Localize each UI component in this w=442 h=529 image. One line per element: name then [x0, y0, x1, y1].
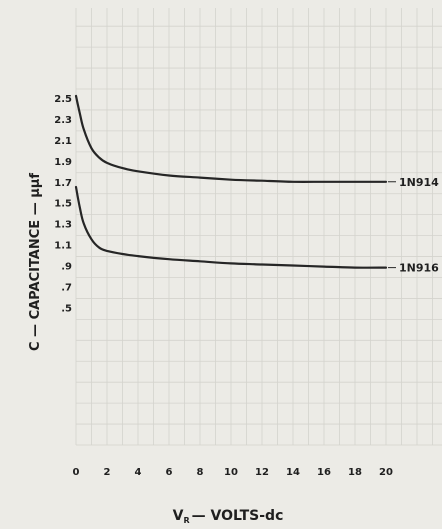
x-tick-label: 2 — [104, 467, 111, 478]
y-tick-label: 1.1 — [54, 241, 72, 252]
x-tick-label: 4 — [135, 467, 142, 478]
series-label-1n916: 1N916 — [399, 262, 439, 275]
x-tick-label: 6 — [166, 467, 173, 478]
series-line-1n914 — [74, 94, 388, 183]
y-tick-label: 1.7 — [54, 178, 72, 189]
x-axis-title: VR — VOLTS-dc — [173, 508, 284, 525]
y-tick-label: 1.3 — [54, 220, 72, 231]
plot-grid — [75, 8, 442, 446]
y-tick-label: 1.9 — [54, 157, 72, 168]
x-tick-label: 0 — [73, 467, 80, 478]
y-tick-label: .5 — [61, 303, 72, 314]
series-labels: 1N914 1N916 — [388, 176, 439, 275]
series-curves — [74, 94, 388, 269]
x-axis-title-symbol: V — [173, 508, 184, 524]
x-tick-labels: 0 2 4 6 8 10 12 14 16 18 20 — [73, 467, 393, 478]
x-axis-title-subscript: R — [183, 516, 189, 525]
series-label-1n914: 1N914 — [399, 176, 439, 189]
x-tick-label: 18 — [348, 467, 362, 478]
y-tick-label: .7 — [61, 282, 72, 293]
x-tick-label: 10 — [224, 467, 238, 478]
y-tick-label: 2.3 — [54, 115, 72, 126]
series-line-1n916 — [74, 185, 388, 269]
y-tick-label: 2.5 — [54, 94, 72, 105]
x-tick-label: 8 — [197, 467, 204, 478]
x-tick-label: 16 — [317, 467, 331, 478]
y-tick-labels: .5 .7 .9 1.1 1.3 1.5 1.7 1.9 2.1 2.3 2.5 — [54, 94, 72, 314]
x-axis-title-units: — VOLTS-dc — [192, 508, 284, 524]
y-tick-label: 1.5 — [54, 199, 72, 210]
x-tick-label: 12 — [255, 467, 269, 478]
x-tick-label: 14 — [286, 467, 300, 478]
x-tick-label: 20 — [379, 467, 393, 478]
y-tick-label: 2.1 — [54, 136, 72, 147]
y-axis-title: C — CAPACITANCE — µµf — [28, 173, 43, 351]
y-tick-label: .9 — [61, 262, 72, 273]
